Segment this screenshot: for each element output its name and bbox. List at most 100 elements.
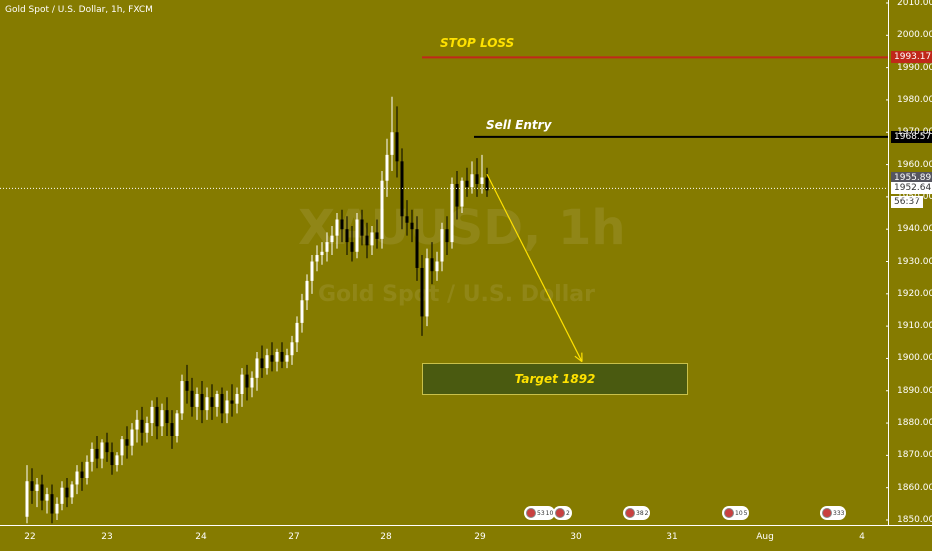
candle-body[interactable] [326,242,329,252]
candle-body[interactable] [276,352,279,362]
candle-body[interactable] [341,219,344,229]
candle-body[interactable] [281,352,284,362]
candle-body[interactable] [386,155,389,181]
candle-body[interactable] [31,481,34,491]
candle-body[interactable] [216,394,219,407]
candle-body[interactable] [351,242,354,252]
candle-body[interactable] [121,439,124,455]
candle-body[interactable] [166,410,169,423]
candle-body[interactable] [406,216,409,222]
candle-body[interactable] [426,258,429,316]
candle-body[interactable] [161,410,164,426]
economic-event-marker[interactable]: 333 [820,506,846,520]
candle-body[interactable] [46,494,49,500]
candle-body[interactable] [191,391,194,407]
candle-body[interactable] [466,181,469,187]
candle-body[interactable] [226,400,229,413]
candle-body[interactable] [381,181,384,239]
candle-body[interactable] [311,262,314,281]
candle-body[interactable] [321,252,324,255]
candle-body[interactable] [476,174,479,184]
candle-body[interactable] [471,174,474,187]
candle-body[interactable] [451,184,454,242]
candle-body[interactable] [91,449,94,462]
candle-body[interactable] [286,355,289,361]
candle-body[interactable] [396,132,399,161]
economic-event-marker[interactable]: 2 [553,506,572,520]
sell-entry-label[interactable]: Sell Entry [486,118,551,132]
candle-body[interactable] [141,420,144,433]
price-axis[interactable]: 1993.17 1968.57 1955.89 1952.64 56:37 20… [888,0,932,525]
candle-body[interactable] [371,232,374,245]
candle-body[interactable] [416,229,419,268]
candle-body[interactable] [41,484,44,500]
candle-body[interactable] [136,420,139,430]
candle-body[interactable] [241,375,244,394]
candle-body[interactable] [126,439,129,445]
candle-body[interactable] [266,355,269,368]
candle-body[interactable] [421,268,424,316]
candle-body[interactable] [431,258,434,271]
candle-body[interactable] [461,181,464,207]
candle-body[interactable] [376,232,379,238]
candle-body[interactable] [271,355,274,361]
candle-body[interactable] [436,262,439,272]
candle-body[interactable] [291,342,294,355]
candle-body[interactable] [201,394,204,410]
candle-body[interactable] [66,488,69,498]
candle-body[interactable] [56,504,59,514]
candle-body[interactable] [186,381,189,391]
candle-body[interactable] [76,472,79,485]
price-chart[interactable] [0,0,888,525]
candle-body[interactable] [446,229,449,242]
projection-arrow[interactable] [487,174,582,361]
candle-body[interactable] [171,423,174,436]
candle-body[interactable] [176,413,179,436]
target-box[interactable]: Target 1892 [422,363,688,395]
candle-body[interactable] [251,378,254,388]
candle-body[interactable] [346,229,349,242]
candle-body[interactable] [181,381,184,413]
candle-body[interactable] [151,407,154,423]
candle-body[interactable] [306,281,309,300]
candle-body[interactable] [131,430,134,446]
candle-body[interactable] [456,184,459,207]
candle-body[interactable] [146,423,149,433]
candle-body[interactable] [106,442,109,452]
candle-body[interactable] [86,462,89,478]
candle-body[interactable] [296,323,299,342]
candle-body[interactable] [231,400,234,403]
candle-body[interactable] [481,177,484,183]
candle-body[interactable] [71,484,74,497]
candle-body[interactable] [261,358,264,368]
candle-body[interactable] [441,229,444,261]
candle-body[interactable] [196,394,199,407]
candle-body[interactable] [361,219,364,235]
candle-body[interactable] [301,300,304,323]
candle-body[interactable] [246,375,249,388]
candle-body[interactable] [331,236,334,242]
candle-body[interactable] [206,397,209,410]
candle-body[interactable] [221,394,224,413]
candle-body[interactable] [156,407,159,426]
stop-loss-label[interactable]: STOP LOSS [440,36,514,50]
candle-body[interactable] [316,255,319,261]
candle-body[interactable] [411,223,414,229]
candle-body[interactable] [36,484,39,490]
candle-body[interactable] [236,394,239,404]
candle-body[interactable] [51,494,54,513]
candle-body[interactable] [211,397,214,407]
candle-body[interactable] [61,488,64,504]
candle-body[interactable] [81,472,84,478]
candle-body[interactable] [26,481,29,517]
candle-body[interactable] [336,219,339,235]
candle-body[interactable] [366,236,369,246]
candle-body[interactable] [111,452,114,465]
candle-body[interactable] [391,132,394,155]
candle-body[interactable] [101,442,104,458]
